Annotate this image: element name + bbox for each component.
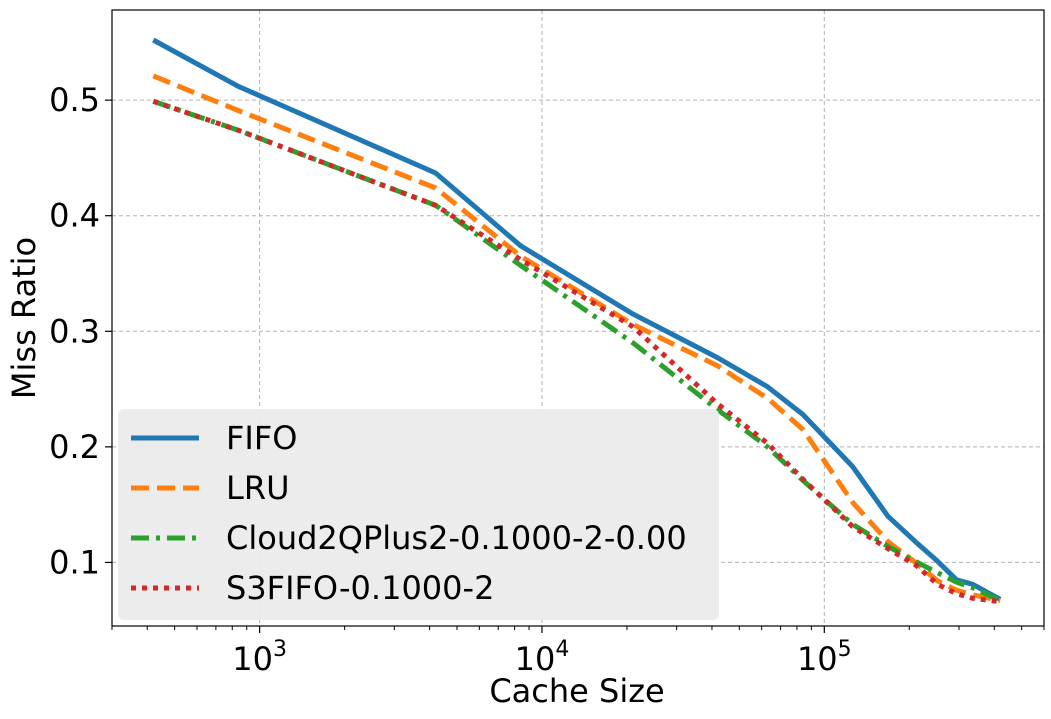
x-tick-base: 10	[232, 640, 273, 678]
x-axis-label: Cache Size	[489, 672, 664, 710]
y-tick-label: 0.4	[49, 197, 100, 235]
legend-label: FIFO	[226, 419, 297, 457]
y-tick-label: 0.3	[49, 312, 100, 350]
y-axis-label: Miss Ratio	[5, 237, 43, 399]
x-tick-label: 105	[797, 637, 852, 678]
legend-label: Cloud2QPlus2-0.1000-2-0.00	[226, 519, 687, 557]
y-tick-label: 0.2	[49, 428, 100, 466]
legend-label: S3FIFO-0.1000-2	[226, 569, 494, 607]
x-tick-base: 10	[515, 640, 556, 678]
x-tick-exponent: 5	[838, 637, 852, 662]
x-tick-exponent: 4	[555, 637, 569, 662]
x-tick-label: 104	[515, 637, 570, 678]
legend: FIFO LRU Cloud2QPlus2-0.1000-2-0.00 S3FIFO-…	[118, 409, 719, 620]
x-tick-base: 10	[797, 640, 838, 678]
plot-frame	[111, 9, 1045, 627]
x-tick-label: 103	[232, 637, 287, 678]
y-tick-label: 0.1	[49, 543, 100, 581]
legend-box	[118, 409, 719, 620]
legend-label: LRU	[226, 469, 289, 507]
x-tick-exponent: 3	[273, 637, 287, 662]
data-series	[152, 37, 1002, 605]
series-line-fifo	[152, 37, 1002, 602]
series-line-lru	[152, 73, 1001, 604]
series-line-s3fifo-0-1000-2	[152, 98, 1001, 605]
y-tick-label: 0.5	[49, 81, 100, 119]
